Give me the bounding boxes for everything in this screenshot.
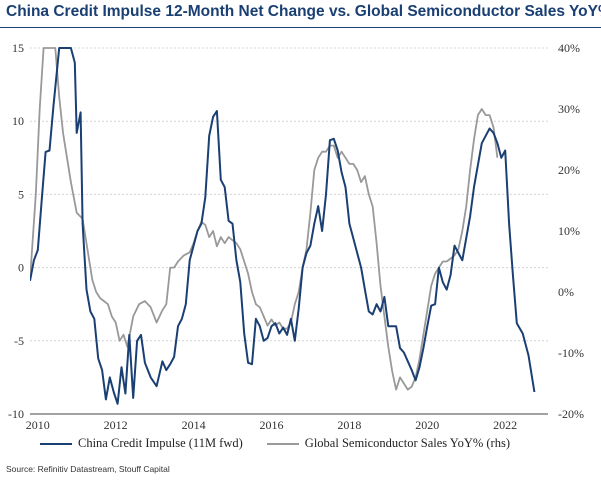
right-tick-label: 20% bbox=[558, 163, 580, 177]
left-tick-label: 5 bbox=[18, 187, 24, 201]
legend-label-semiconductor: Global Semiconductor Sales YoY% (rhs) bbox=[304, 436, 510, 450]
gridlines bbox=[30, 47, 548, 342]
legend-entry-semiconductor: Global Semiconductor Sales YoY% (rhs) bbox=[266, 436, 510, 451]
x-tick-label: 2014 bbox=[182, 418, 206, 432]
right-tick-label: 30% bbox=[558, 102, 580, 116]
series-lines bbox=[30, 47, 536, 405]
x-axis-ticks: 2010 2012 2014 2016 2018 2020 2022 bbox=[26, 418, 517, 432]
legend: China Credit Impulse (11M fwd) Global Se… bbox=[40, 436, 534, 451]
left-tick-label: 10 bbox=[12, 114, 24, 128]
x-tick-label: 2012 bbox=[104, 418, 128, 432]
legend-swatch-semiconductor bbox=[266, 442, 299, 445]
right-tick-label: -20% bbox=[558, 407, 584, 421]
right-tick-label: 40% bbox=[558, 41, 580, 55]
left-axis-ticks: 15 10 5 0 -5 -10 bbox=[8, 41, 24, 421]
source-note: Source: Refinitiv Datastream, Stouff Cap… bbox=[6, 464, 170, 474]
x-tick-label: 2010 bbox=[26, 418, 50, 432]
left-tick-label: 0 bbox=[18, 261, 24, 275]
series-line-semiconductor-sales bbox=[30, 47, 499, 391]
series-line-credit-impulse bbox=[30, 47, 536, 405]
left-tick-label: 15 bbox=[12, 41, 24, 55]
right-axis-ticks: 40% 30% 20% 10% 0% -10% -20% bbox=[558, 41, 584, 421]
left-tick-label: -5 bbox=[14, 334, 24, 348]
legend-label-credit-impulse: China Credit Impulse (11M fwd) bbox=[78, 436, 243, 450]
title-divider bbox=[0, 27, 601, 28]
x-tick-label: 2016 bbox=[259, 418, 283, 432]
legend-entry-credit-impulse: China Credit Impulse (11M fwd) bbox=[40, 436, 243, 451]
x-tick-label: 2020 bbox=[415, 418, 439, 432]
x-tick-label: 2022 bbox=[493, 418, 517, 432]
chart-title: China Credit Impulse 12-Month Net Change… bbox=[6, 3, 601, 20]
right-tick-label: 0% bbox=[558, 285, 574, 299]
x-tick-label: 2018 bbox=[337, 418, 361, 432]
legend-swatch-credit-impulse bbox=[40, 442, 72, 445]
right-tick-label: 10% bbox=[558, 224, 580, 238]
left-tick-label: -10 bbox=[8, 407, 24, 421]
right-tick-label: -10% bbox=[558, 346, 584, 360]
